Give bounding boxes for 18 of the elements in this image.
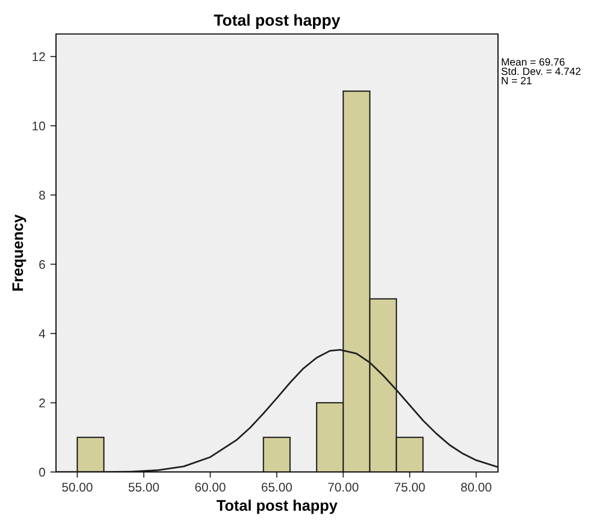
x-tick-label: 50.00 bbox=[62, 482, 92, 492]
x-axis-title: Total post happy bbox=[216, 500, 338, 514]
x-tick-label: 75.00 bbox=[394, 482, 425, 492]
y-tick-label: 2 bbox=[39, 398, 45, 408]
y-tick-label: 10 bbox=[32, 122, 46, 130]
text: Mean = 69.76 Std. Dev. = 4.742 N = 21 bbox=[501, 58, 580, 84]
x-tick-label: 80.00 bbox=[461, 482, 492, 492]
x-tick-label: 65.00 bbox=[262, 482, 292, 492]
chart-title: Total post happy bbox=[214, 14, 340, 29]
y-tick-label: 4 bbox=[38, 329, 46, 338]
y-tick-label: 0 bbox=[39, 468, 46, 477]
y-tick-label: 12 bbox=[32, 52, 45, 62]
y-tick-label: 8 bbox=[39, 190, 46, 200]
y-axis-title: Frequency bbox=[12, 214, 26, 291]
x-tick-label: 70.00 bbox=[328, 482, 358, 492]
x-tick-label: 60.00 bbox=[195, 482, 226, 492]
y-tick-label: 6 bbox=[39, 260, 46, 269]
x-tick-label: 55.00 bbox=[128, 482, 159, 492]
